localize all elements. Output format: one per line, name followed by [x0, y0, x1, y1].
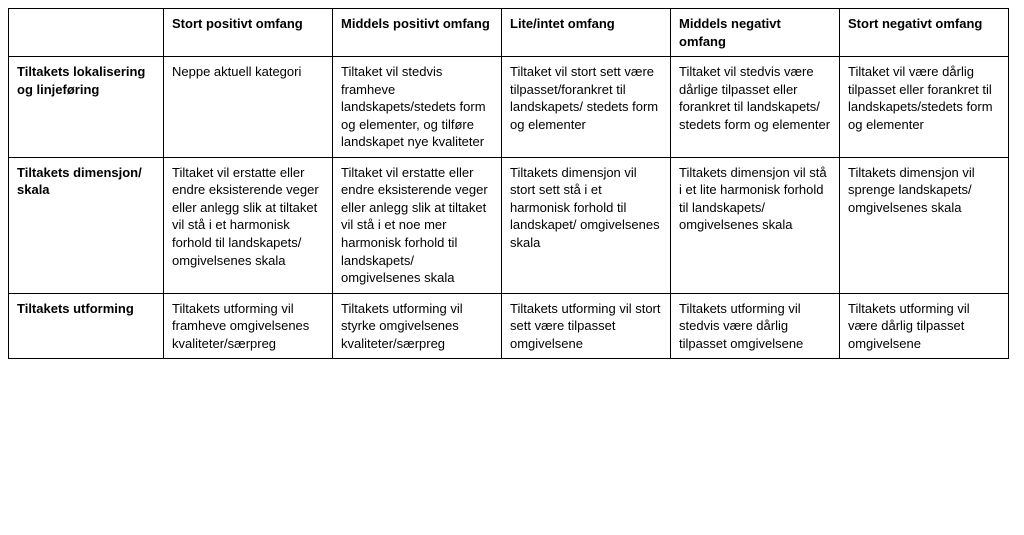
table-row: Tiltakets lokalisering og linjeføring Ne…	[9, 57, 1009, 158]
table-cell: Tiltakets utforming vil stedvis være dår…	[671, 293, 840, 359]
table-cell: Tiltakets dimensjon vil stå i et lite ha…	[671, 157, 840, 293]
table-cell: Tiltaket vil erstatte eller endre eksist…	[333, 157, 502, 293]
table-cell: Tiltaket vil stedvis framheve landskapet…	[333, 57, 502, 158]
table-cell: Tiltakets utforming vil styrke omgivelse…	[333, 293, 502, 359]
criteria-table: Stort positivt omfang Middels positivt o…	[8, 8, 1009, 359]
table-cell: Tiltakets dimensjon vil sprenge landskap…	[840, 157, 1009, 293]
table-cell: Tiltaket vil stedvis være dårlige tilpas…	[671, 57, 840, 158]
table-cell: Tiltakets utforming vil stort sett være …	[502, 293, 671, 359]
table-cell: Tiltakets dimensjon vil stort sett stå i…	[502, 157, 671, 293]
column-header: Lite/intet omfang	[502, 9, 671, 57]
row-header: Tiltakets dimensjon/ skala	[9, 157, 164, 293]
column-header: Middels positivt omfang	[333, 9, 502, 57]
table-cell: Neppe aktuell kategori	[164, 57, 333, 158]
table-cell: Tiltakets utforming vil framheve omgivel…	[164, 293, 333, 359]
table-cell: Tiltakets utforming vil være dårlig tilp…	[840, 293, 1009, 359]
row-header: Tiltakets utforming	[9, 293, 164, 359]
column-header: Middels negativt omfang	[671, 9, 840, 57]
column-header: Stort negativt omfang	[840, 9, 1009, 57]
table-cell: Tiltaket vil være dårlig tilpasset eller…	[840, 57, 1009, 158]
table-cell: Tiltaket vil erstatte eller endre eksist…	[164, 157, 333, 293]
column-header-blank	[9, 9, 164, 57]
column-header: Stort positivt omfang	[164, 9, 333, 57]
row-header: Tiltakets lokalisering og linjeføring	[9, 57, 164, 158]
table-cell: Tiltaket vil stort sett være tilpasset/f…	[502, 57, 671, 158]
table-row: Tiltakets utforming Tiltakets utforming …	[9, 293, 1009, 359]
table-header-row: Stort positivt omfang Middels positivt o…	[9, 9, 1009, 57]
table-row: Tiltakets dimensjon/ skala Tiltaket vil …	[9, 157, 1009, 293]
